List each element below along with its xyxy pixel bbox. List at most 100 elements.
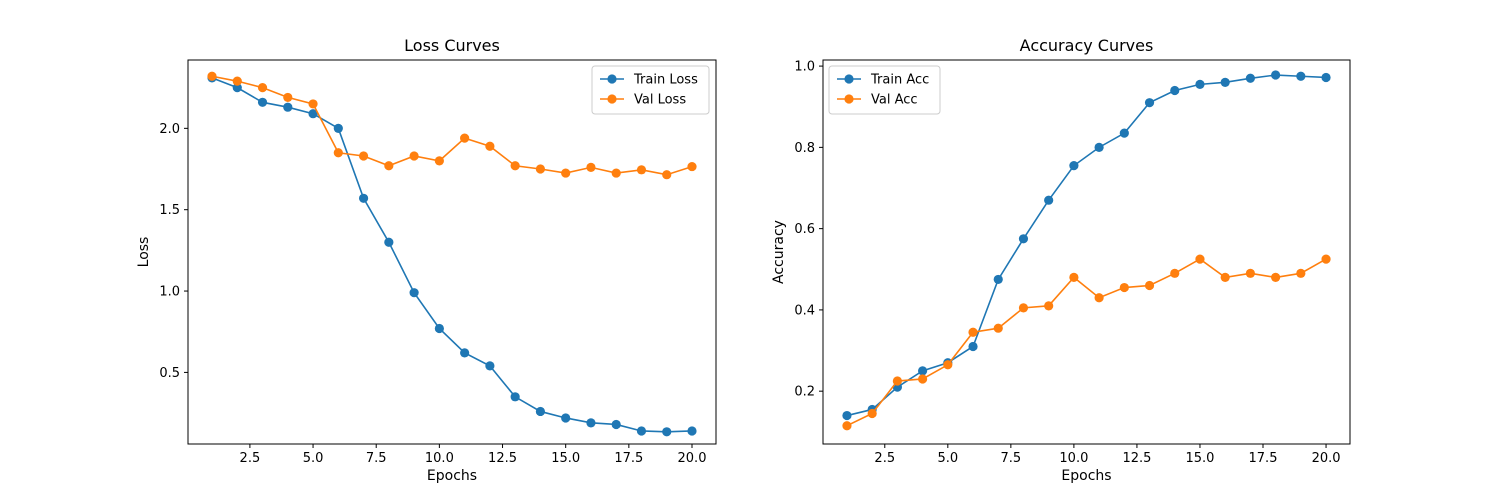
plot-area-frame: [822, 59, 1351, 445]
data-point: [993, 274, 1003, 285]
series-line: [846, 74, 1327, 417]
data-point: [611, 419, 621, 430]
data-point: [918, 366, 928, 376]
data-point: [687, 426, 697, 436]
y-tick-label: 0.5: [159, 366, 180, 381]
data-point: [1245, 73, 1255, 83]
data-point: [1018, 303, 1029, 313]
data-point: [409, 288, 419, 298]
data-point: [1044, 195, 1054, 205]
series-train-loss: [207, 73, 697, 437]
legend: Train Loss Val Loss: [591, 65, 710, 115]
data-point: [867, 408, 877, 419]
data-point: [485, 141, 495, 151]
x-tick-label: 7.5: [366, 451, 387, 466]
data-point: [1144, 98, 1155, 108]
data-point: [308, 109, 318, 119]
data-point: [1296, 71, 1306, 81]
x-tick-label: 12.5: [1122, 451, 1151, 466]
data-point: [687, 161, 697, 172]
data-point: [232, 83, 242, 93]
data-point: [586, 418, 596, 428]
data-point: [257, 83, 268, 93]
data-point: [1220, 272, 1230, 282]
data-point: [384, 237, 394, 247]
data-point: [1170, 85, 1180, 96]
legend-box: [828, 65, 941, 115]
legend-box: [591, 65, 710, 115]
data-point: [308, 99, 318, 109]
legend-marker: [844, 74, 854, 84]
y-tick-label: 1.0: [794, 60, 815, 75]
data-point: [1195, 79, 1205, 89]
data-point: [1220, 77, 1230, 87]
y-tick-label: 1.0: [159, 285, 180, 300]
data-point: [1119, 282, 1129, 293]
data-point: [283, 102, 293, 112]
chart-panel-2: 2.5 5.0 7.5 10.0 12.5 15.0 17.5 20.0 0.2 0.4 0.6 0.…: [771, 36, 1351, 484]
data-point: [842, 410, 852, 421]
data-point: [207, 71, 217, 81]
data-point: [943, 360, 953, 370]
data-point: [1321, 254, 1331, 264]
y-tick-label: 0.2: [794, 385, 815, 400]
x-tick-label: 12.5: [488, 451, 517, 466]
x-tick-label: 10.0: [425, 451, 454, 466]
data-point: [333, 148, 343, 158]
data-point: [1018, 234, 1029, 244]
data-point: [968, 341, 978, 352]
data-point: [918, 374, 928, 384]
x-axis-label: Epochs: [427, 468, 477, 484]
data-point: [232, 76, 242, 86]
data-point: [1271, 70, 1281, 80]
data-point: [1094, 142, 1104, 152]
data-point: [611, 168, 621, 178]
legend: Train Acc Val Acc: [828, 65, 941, 115]
data-point: [968, 327, 978, 337]
series-val-loss: [207, 71, 697, 180]
y-axis-label: Accuracy: [771, 220, 787, 284]
data-point: [283, 92, 293, 103]
data-point: [662, 427, 672, 437]
data-point: [1119, 128, 1129, 138]
data-point: [662, 170, 672, 180]
x-tick-label: 20.0: [678, 451, 707, 466]
chart-title: Loss Curves: [404, 36, 500, 55]
x-tick-label: 5.0: [303, 451, 324, 466]
x-tick-label: 2.5: [240, 451, 261, 466]
series-val-acc: [842, 254, 1331, 431]
y-tick-label: 0.4: [794, 303, 815, 318]
x-tick-label: 5.0: [937, 451, 958, 466]
data-point: [1144, 280, 1155, 291]
data-point: [1069, 272, 1079, 282]
data-point: [460, 133, 470, 143]
data-point: [1296, 268, 1306, 278]
data-point: [1321, 72, 1331, 83]
data-point: [510, 161, 520, 171]
x-tick-label: 15.0: [1185, 451, 1214, 466]
data-point: [485, 361, 495, 371]
data-point: [257, 97, 268, 107]
data-point: [561, 413, 571, 423]
series-train-acc: [842, 70, 1331, 421]
legend-label: Val Acc: [871, 93, 918, 108]
x-tick-label: 20.0: [1312, 451, 1341, 466]
x-tick-label: 2.5: [874, 451, 895, 466]
data-point: [636, 165, 647, 175]
series-line: [211, 77, 693, 433]
data-point: [358, 151, 369, 161]
data-point: [1069, 161, 1079, 171]
data-point: [510, 392, 520, 402]
legend-label: Train Acc: [870, 73, 929, 88]
series-line: [846, 258, 1327, 427]
data-point: [409, 151, 419, 161]
legend-marker: [844, 94, 854, 104]
plot-area-frame: [187, 59, 717, 445]
data-point: [892, 376, 902, 386]
data-point: [636, 426, 647, 436]
y-tick-label: 1.5: [159, 203, 180, 218]
data-point: [993, 323, 1003, 333]
y-tick-label: 2.0: [159, 122, 180, 137]
x-tick-label: 15.0: [551, 451, 580, 466]
